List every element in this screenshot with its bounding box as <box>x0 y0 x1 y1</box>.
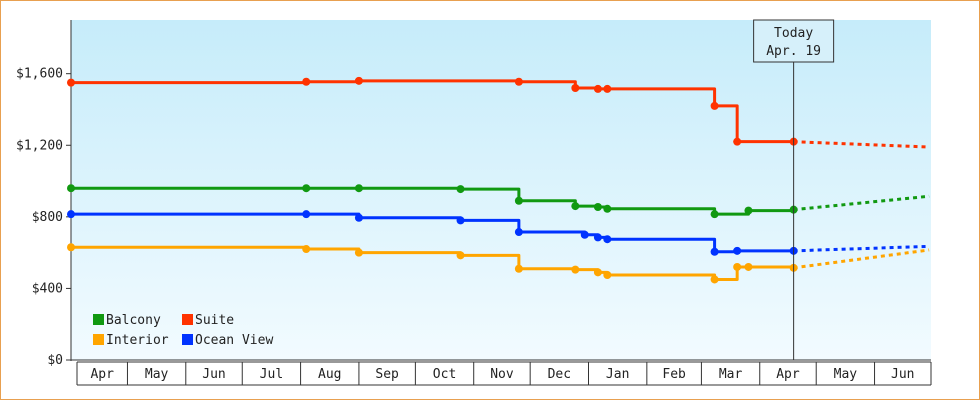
legend: Balcony Suite Interior Ocean View <box>93 313 273 348</box>
series-layer <box>67 76 930 284</box>
data-point <box>571 265 580 274</box>
month-label: Jan <box>606 367 629 382</box>
month-label: Apr <box>90 367 114 382</box>
x-axis: Apr May Jun Jul Aug Sep Oct Nov Dec Jan Feb Mar Apr M… <box>76 361 932 386</box>
data-point <box>354 184 363 193</box>
data-point <box>514 196 523 205</box>
month-label: Jun <box>202 367 225 382</box>
data-point <box>603 271 612 279</box>
data-point <box>514 228 523 237</box>
data-point <box>744 262 753 271</box>
data-point <box>593 84 602 93</box>
data-point <box>710 275 719 284</box>
legend-swatch <box>93 314 104 325</box>
data-point <box>514 264 523 273</box>
month-label: Jul <box>260 367 283 382</box>
month-label: Apr <box>776 367 800 382</box>
legend-label: Balcony <box>106 313 161 328</box>
month-label: Oct <box>433 367 456 382</box>
y-axis: $0 $400 $800 $1,200 $1,600 <box>16 20 931 368</box>
data-point <box>456 251 465 260</box>
data-point <box>354 213 363 222</box>
y-tick-label: $0 <box>47 353 63 368</box>
today-marker: Today Apr. 19 <box>753 19 835 360</box>
legend-item-suite: Suite <box>182 313 234 328</box>
month-label: Sep <box>375 367 399 382</box>
data-point <box>593 233 602 242</box>
legend-item-balcony: Balcony <box>93 313 161 328</box>
forecast-line <box>793 194 930 212</box>
month-label: Jun <box>891 367 914 382</box>
legend-item-ocean-view: Ocean View <box>182 333 273 348</box>
today-box <box>753 19 835 63</box>
data-point <box>603 84 612 93</box>
month-label: Mar <box>719 367 743 382</box>
y-tick-label: $1,200 <box>16 138 63 153</box>
month-label: Feb <box>662 367 686 382</box>
y-tick-label: $1,600 <box>16 67 63 82</box>
data-point <box>593 268 602 277</box>
data-point <box>593 203 602 211</box>
data-point <box>710 101 719 110</box>
legend-swatch <box>182 314 193 325</box>
today-label: Today <box>774 26 813 41</box>
data-point <box>733 137 742 146</box>
data-point <box>580 230 589 239</box>
data-point <box>302 210 311 219</box>
data-point <box>571 84 580 92</box>
data-point <box>302 184 311 193</box>
data-point <box>67 243 75 252</box>
data-point <box>456 185 465 194</box>
data-point <box>603 204 612 213</box>
y-tick-label: $800 <box>32 210 63 225</box>
legend-item-interior: Interior <box>93 333 169 348</box>
today-date-label: Apr. 19 <box>766 44 821 59</box>
y-tick-label: $400 <box>32 281 63 296</box>
forecast-line <box>793 140 930 149</box>
forecast-line <box>793 248 930 270</box>
data-point <box>67 184 75 193</box>
legend-swatch <box>93 334 104 345</box>
legend-label: Suite <box>195 313 234 328</box>
data-point <box>710 247 719 256</box>
legend-label: Interior <box>106 333 169 348</box>
data-point <box>571 202 580 211</box>
data-point <box>354 76 363 85</box>
data-point <box>456 216 465 225</box>
data-point <box>302 77 311 86</box>
legend-label: Ocean View <box>195 333 273 348</box>
data-point <box>67 210 75 219</box>
series-interior <box>67 243 930 284</box>
data-point <box>733 262 742 271</box>
data-point <box>302 245 311 254</box>
month-label: Aug <box>318 367 341 382</box>
data-point <box>744 206 753 215</box>
legend-swatch <box>182 334 193 345</box>
month-label: May <box>145 367 169 382</box>
month-label: May <box>834 367 858 382</box>
series-suite <box>67 76 930 149</box>
month-label: Nov <box>490 367 514 382</box>
data-point <box>67 78 75 87</box>
data-point <box>710 210 719 219</box>
data-point <box>603 235 612 244</box>
data-point <box>514 77 523 86</box>
forecast-line <box>793 244 930 253</box>
data-point <box>733 246 742 255</box>
data-point <box>354 248 363 257</box>
month-label: Dec <box>548 367 571 382</box>
series-ocean-view <box>67 210 930 256</box>
